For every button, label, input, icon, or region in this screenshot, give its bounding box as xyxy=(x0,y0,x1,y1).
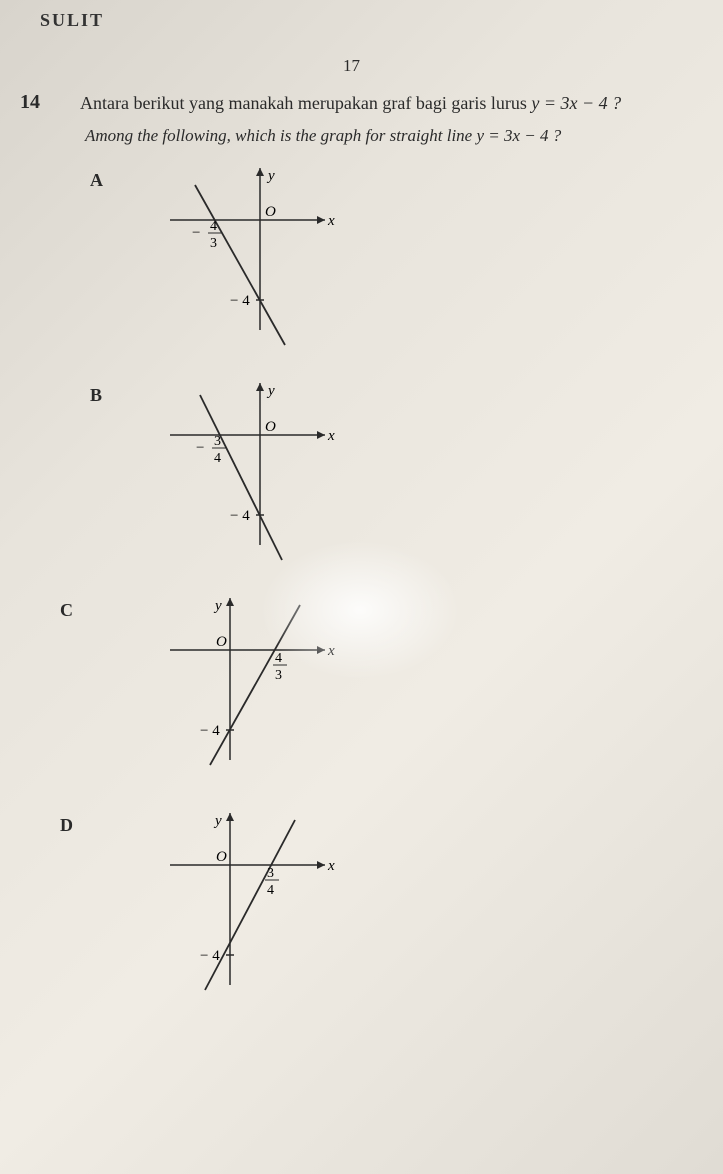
x-axis-label-c: x xyxy=(327,643,335,659)
y-intercept-b: − 4 xyxy=(230,508,250,524)
option-b: B y x O − 4 − xyxy=(90,375,683,555)
question-block: 14 Antara berikut yang manakah merupakan… xyxy=(20,91,683,1020)
origin-label-d: O xyxy=(216,849,227,865)
option-b-graph: y x O − 4 − 3 4 xyxy=(160,375,360,555)
x-intercept-den-c: 3 xyxy=(275,668,282,683)
option-c: C y x O − 4 xyxy=(60,590,683,770)
question-body: Antara berikut yang manakah merupakan gr… xyxy=(80,91,683,1020)
question-text-english: Among the following, which is the graph … xyxy=(85,124,683,148)
option-c-graph: y x O − 4 4 3 xyxy=(160,590,360,770)
x-intercept-num-a: 4 xyxy=(210,219,217,234)
page-number: 17 xyxy=(20,56,683,76)
origin-label-a: O xyxy=(265,204,276,220)
question-text-malay: Antara berikut yang manakah merupakan gr… xyxy=(80,91,683,116)
y-intercept-a: − 4 xyxy=(230,293,250,309)
x-intercept-num-d: 3 xyxy=(267,866,274,881)
equation-en: y = 3x − 4 ? xyxy=(476,126,561,145)
option-d-graph: y x O − 4 3 4 xyxy=(160,805,360,985)
origin-label-b: O xyxy=(265,419,276,435)
x-intercept-den-a: 3 xyxy=(210,236,217,251)
x-intercept-sign-b: − xyxy=(196,440,204,456)
y-axis-label-c: y xyxy=(213,598,222,614)
option-b-label: B xyxy=(90,385,110,406)
option-a-graph: y x O − 4 − 4 3 xyxy=(160,160,360,340)
x-intercept-den-b: 4 xyxy=(214,451,221,466)
y-intercept-c: − 4 xyxy=(200,723,220,739)
y-axis-label-d: y xyxy=(213,813,222,829)
y-axis-label-a: y xyxy=(266,168,275,184)
options-list: A y x O xyxy=(90,160,683,985)
x-intercept-num-b: 3 xyxy=(214,434,221,449)
y-intercept-d: − 4 xyxy=(200,948,220,964)
x-intercept-den-d: 4 xyxy=(267,883,274,898)
option-d-label: D xyxy=(60,815,80,836)
option-d: D y x O − 4 xyxy=(60,805,683,985)
x-axis-label-b: x xyxy=(327,428,335,444)
question-text-english-pre: Among the following, which is the graph … xyxy=(85,126,476,145)
x-axis-label-a: x xyxy=(327,213,335,229)
x-axis-label-d: x xyxy=(327,858,335,874)
classification-header: SULIT xyxy=(40,10,683,31)
equation-ms: y = 3x − 4 ? xyxy=(531,93,621,113)
graph-svg-a: y x O − 4 − 4 3 xyxy=(160,160,340,340)
y-axis-label-b: y xyxy=(266,383,275,399)
graph-svg-c: y x O − 4 4 3 xyxy=(160,590,340,770)
question-text-malay-pre: Antara berikut yang manakah merupakan gr… xyxy=(80,93,531,113)
graph-svg-d: y x O − 4 3 4 xyxy=(160,805,340,995)
option-a: A y x O xyxy=(90,160,683,340)
x-intercept-num-c: 4 xyxy=(275,651,282,666)
option-c-label: C xyxy=(60,600,80,621)
x-intercept-sign-a: − xyxy=(192,225,200,241)
option-a-label: A xyxy=(90,170,110,191)
question-number: 14 xyxy=(20,91,50,1020)
graph-svg-b: y x O − 4 − 3 4 xyxy=(160,375,340,555)
origin-label-c: O xyxy=(216,634,227,650)
exam-page: SULIT 17 14 Antara berikut yang manakah … xyxy=(0,0,723,1040)
